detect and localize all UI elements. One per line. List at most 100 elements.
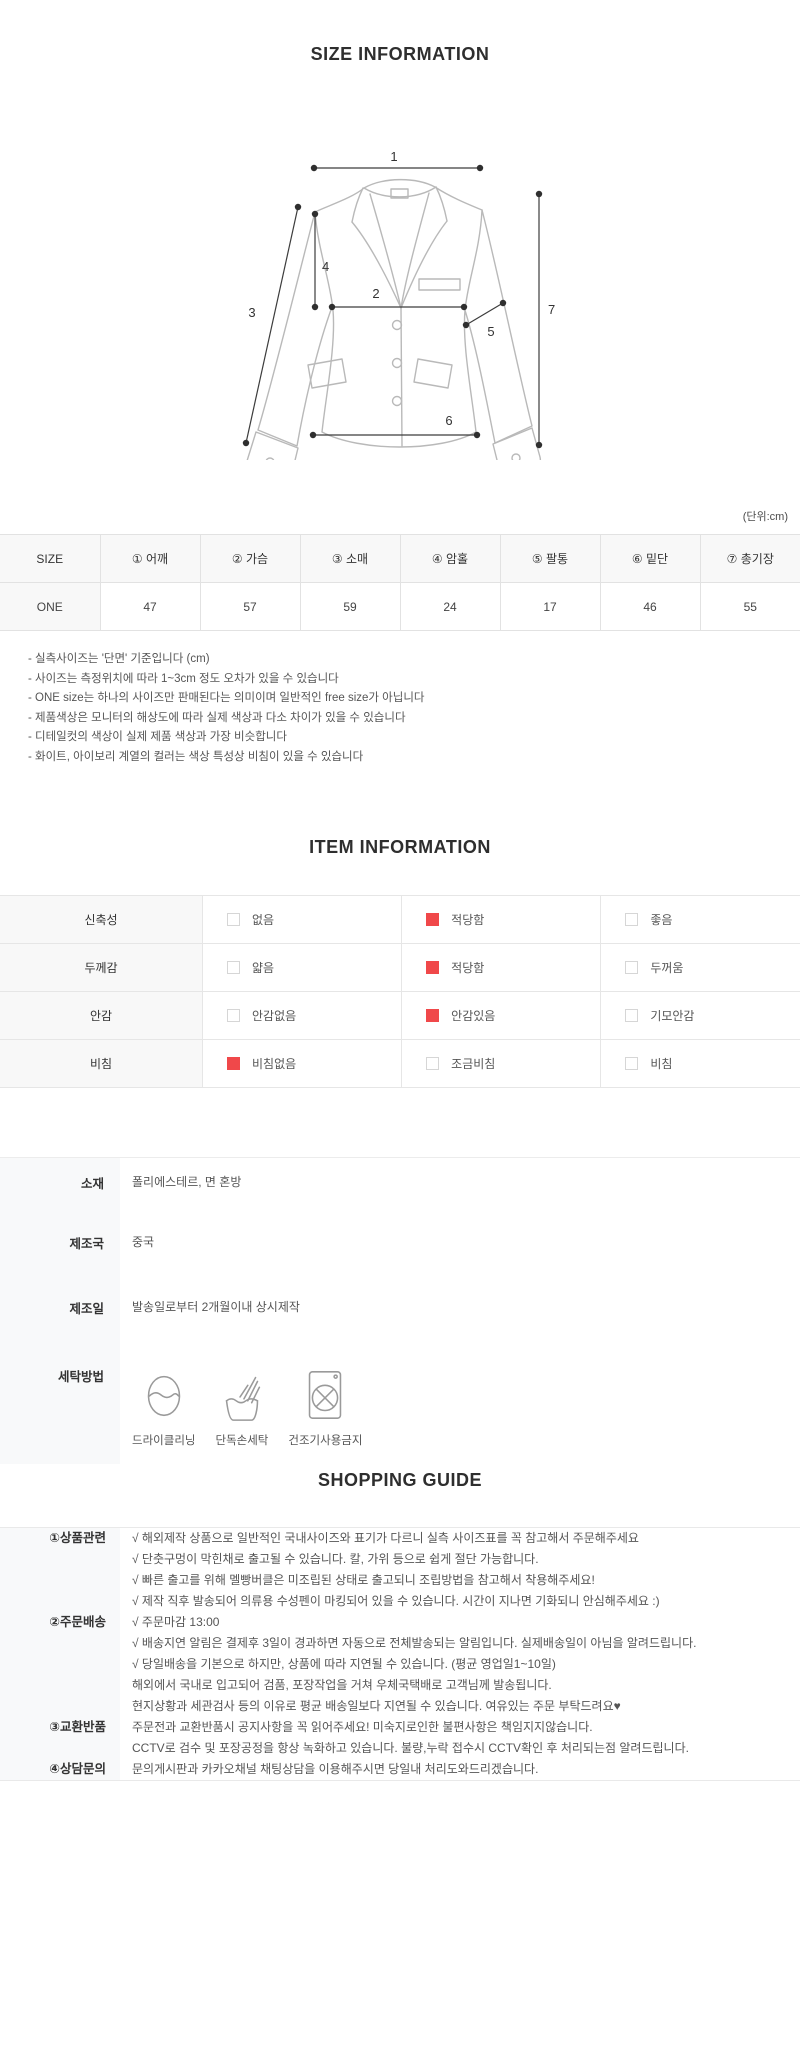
size-name-cell: ONE bbox=[0, 582, 101, 631]
guide-group-label-exchange: ③교환반품 bbox=[0, 1717, 120, 1759]
attr-label-lining: 안감 bbox=[0, 991, 203, 1040]
guide-line: √ 해외제작 상품으로 일반적인 국내사이즈와 표기가 다르니 실측 사이즈표를… bbox=[132, 1531, 639, 1545]
unit-label: (단위:cm) bbox=[742, 511, 788, 523]
hem-value: 46 bbox=[599, 582, 701, 631]
guide-line: √ 당일배송을 기본으로 하지만, 상품에 따라 지연될 수 있습니다. (평균… bbox=[132, 1657, 556, 1671]
table-row: 신축성 없음 적당함 좋음 bbox=[0, 895, 800, 944]
guide-group-exchange: 주문전과 교환반품시 공지사항을 꼭 읽어주세요! 미숙지로인한 불편사항은 책… bbox=[120, 1717, 800, 1759]
hand-wash-icon bbox=[225, 1376, 261, 1421]
armhole-value: 24 bbox=[399, 582, 501, 631]
care-method: 단독손세탁 bbox=[215, 1366, 268, 1448]
care-method-label: 건조기사용금지 bbox=[288, 1435, 363, 1447]
attr-label-thickness: 두께감 bbox=[0, 943, 203, 992]
size-information-title: SIZE INFORMATION bbox=[310, 44, 490, 64]
care-method-label: 드라이클리닝 bbox=[132, 1435, 196, 1447]
country-label: 제조국 bbox=[0, 1218, 120, 1280]
total-length-value: 55 bbox=[699, 582, 800, 631]
guide-group-product: √ 해외제작 상품으로 일반적인 국내사이즈와 표기가 다르니 실측 사이즈표를… bbox=[120, 1528, 800, 1612]
option-label: 비침 bbox=[650, 1057, 673, 1071]
shoulder-header: ① 어깨 bbox=[99, 534, 201, 583]
material-label: 소재 bbox=[0, 1158, 120, 1218]
measure-label-6: 6 bbox=[445, 413, 452, 428]
option-label: 조금비침 bbox=[451, 1057, 496, 1071]
sleeve-header: ③ 소매 bbox=[299, 534, 401, 583]
manufacture-date-value: 발송일로부터 2개월이내 상시제작 bbox=[132, 1300, 300, 1314]
guide-line: √ 빠른 출고를 위해 멜빵버클은 미조립된 상태로 출고되니 조립방법을 참고… bbox=[132, 1573, 595, 1587]
item-information-title: ITEM INFORMATION bbox=[309, 837, 491, 857]
arm-width-value: 17 bbox=[499, 582, 601, 631]
guide-line: √ 배송지연 알림은 결제후 3일이 경과하면 자동으로 전체발송되는 알림입니… bbox=[132, 1636, 697, 1650]
option-checkbox bbox=[426, 913, 440, 926]
option-checkbox bbox=[625, 1009, 639, 1022]
item-attributes-table: 신축성 없음 적당함 좋음 두께감 얇음 적당함 두꺼움 안감 안감없음 안감있… bbox=[0, 895, 800, 1088]
size-note: - 화이트, 아이보리 계열의 컬러는 색상 특성상 비침이 있을 수 있습니다 bbox=[28, 750, 364, 763]
measurement-lines bbox=[245, 167, 540, 445]
table-row: 두께감 얇음 적당함 두꺼움 bbox=[0, 943, 800, 992]
guide-line: √ 주문마감 13:00 bbox=[132, 1615, 220, 1629]
option-label: 안감없음 bbox=[252, 1009, 297, 1023]
arm-width-header: ⑤ 팔통 bbox=[499, 534, 601, 583]
option-checkbox bbox=[426, 961, 440, 974]
option-label: 기모안감 bbox=[650, 1009, 695, 1023]
guide-line: √ 단춧구멍이 막힌채로 출고될 수 있습니다. 칼, 가위 등으로 쉽게 절단… bbox=[132, 1552, 539, 1566]
sleeve-value: 59 bbox=[299, 582, 401, 631]
option-checkbox bbox=[426, 1009, 440, 1022]
guide-line: 주문전과 교환반품시 공지사항을 꼭 읽어주세요! 미숙지로인한 불편사항은 책… bbox=[132, 1720, 593, 1734]
care-method: 드라이클리닝 bbox=[132, 1366, 195, 1448]
measure-label-7: 7 bbox=[548, 302, 555, 317]
dry-clean-icon bbox=[147, 1375, 180, 1417]
care-method: 건조기사용금지 bbox=[288, 1366, 362, 1448]
chest-header: ② 가슴 bbox=[199, 534, 301, 583]
option-label: 적당함 bbox=[451, 961, 485, 975]
guide-line: 현지상황과 세관검사 등의 이유로 평균 배송일보다 지연될 수 있습니다. 여… bbox=[132, 1699, 621, 1713]
size-table-row: ONE 47 57 59 24 17 46 55 bbox=[0, 582, 800, 631]
option-label: 얇음 bbox=[252, 961, 275, 975]
hem-header: ⑥ 밑단 bbox=[599, 534, 701, 583]
care-method-label: 단독손세탁 bbox=[215, 1435, 269, 1447]
size-note: - 실측사이즈는 '단면' 기준입니다 (cm) bbox=[28, 653, 210, 665]
option-checkbox bbox=[227, 961, 240, 974]
size-note: - ONE size는 하나의 사이즈만 판매된다는 의미이며 일반적인 fre… bbox=[28, 692, 425, 704]
guide-group-shipping: √ 주문마감 13:00 √ 배송지연 알림은 결제후 3일이 경과하면 자동으… bbox=[120, 1612, 800, 1717]
measure-label-3: 3 bbox=[248, 305, 255, 320]
option-label: 없음 bbox=[252, 913, 275, 927]
chest-value: 57 bbox=[199, 582, 301, 631]
option-label: 비침없음 bbox=[252, 1057, 297, 1071]
measure-label-4: 4 bbox=[322, 259, 329, 274]
guide-group-label-product: ①상품관련 bbox=[0, 1528, 120, 1612]
jacket-measurement-diagram: 1 2 3 4 5 6 7 bbox=[200, 110, 600, 460]
option-checkbox bbox=[625, 961, 639, 974]
option-checkbox bbox=[426, 1057, 440, 1070]
care-methods: 드라이클리닝 단독손세탁 bbox=[132, 1366, 800, 1448]
guide-line: 해외에서 국내로 입고되어 검품, 포장작업을 거쳐 우체국택배로 고객님께 발… bbox=[132, 1678, 552, 1692]
attr-label-sheerness: 비침 bbox=[0, 1039, 203, 1088]
option-checkbox bbox=[227, 1057, 240, 1070]
option-label: 좋음 bbox=[650, 913, 673, 927]
guide-line: CCTV로 검수 및 포장공정을 항상 녹화하고 있습니다. 불량,누락 접수시… bbox=[132, 1741, 689, 1755]
measure-label-5: 5 bbox=[487, 324, 494, 339]
option-checkbox bbox=[227, 1009, 240, 1022]
size-table: SIZE ① 어깨 ② 가슴 ③ 소매 ④ 암홀 ⑤ 팔통 ⑥ 밑단 ⑦ 총기장… bbox=[0, 534, 800, 631]
table-row: 비침 비침없음 조금비침 비침 bbox=[0, 1039, 800, 1088]
total-length-header: ⑦ 총기장 bbox=[699, 534, 800, 583]
size-table-header-row: SIZE ① 어깨 ② 가슴 ③ 소매 ④ 암홀 ⑤ 팔통 ⑥ 밑단 ⑦ 총기장 bbox=[0, 534, 800, 583]
option-label: 안감있음 bbox=[451, 1009, 496, 1023]
country-value: 중국 bbox=[132, 1235, 155, 1249]
option-checkbox bbox=[227, 913, 240, 926]
guide-line: 문의게시판과 카카오채널 채팅상담을 이용해주시면 당일내 처리도와드리겠습니다… bbox=[132, 1762, 539, 1776]
shoulder-value: 47 bbox=[99, 582, 201, 631]
no-tumble-dry-icon bbox=[309, 1371, 342, 1419]
guide-line: √ 제작 직후 발송되어 의류용 수성펜이 마킹되어 있을 수 있습니다. 시간… bbox=[132, 1594, 660, 1608]
guide-group-label-inquiry: ④상담문의 bbox=[0, 1759, 120, 1780]
size-note: - 제품색상은 모니터의 해상도에 따라 실제 색상과 다소 차이가 있을 수 … bbox=[28, 711, 406, 724]
material-value: 폴리에스테르, 면 혼방 bbox=[132, 1175, 242, 1189]
armhole-header: ④ 암홀 bbox=[399, 534, 501, 583]
measure-label-2: 2 bbox=[372, 286, 379, 301]
care-label: 세탁방법 bbox=[0, 1346, 120, 1464]
material-info-section: 소재 폴리에스테르, 면 혼방 제조국 중국 제조일 발송일로부터 2개월이내 … bbox=[0, 1157, 800, 1464]
jacket-outline bbox=[246, 178, 542, 460]
size-note: - 디테일컷의 색상이 실제 제품 색상과 가장 비슷합니다 bbox=[28, 731, 287, 743]
measure-label-1: 1 bbox=[390, 149, 397, 164]
shopping-guide-section: ①상품관련 √ 해외제작 상품으로 일반적인 국내사이즈와 표기가 다르니 실측… bbox=[0, 1527, 800, 1781]
guide-group-label-shipping: ②주문배송 bbox=[0, 1612, 120, 1717]
